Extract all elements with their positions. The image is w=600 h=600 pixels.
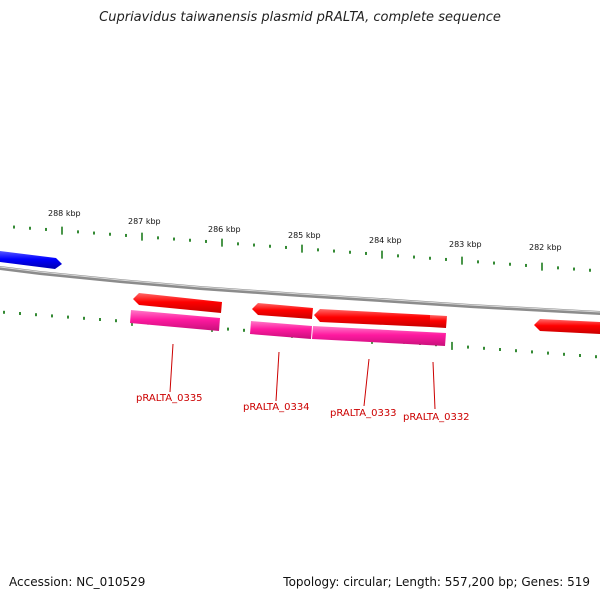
cds-arrow-0334[interactable] bbox=[252, 303, 313, 319]
scale-label-282: 282 kbp bbox=[529, 243, 562, 252]
scale-labels: 288 kbp 287 kbp 286 kbp 285 kbp 284 kbp … bbox=[48, 209, 562, 252]
gene-label-0334[interactable]: pRALTA_0334 bbox=[243, 402, 310, 413]
leader-0334 bbox=[275, 351, 280, 402]
scale-label-284: 284 kbp bbox=[369, 236, 402, 245]
map-title: Cupriavidus taiwanensis plasmid pRALTA, … bbox=[99, 10, 501, 25]
plasmid-backbone bbox=[0, 266, 600, 315]
scale-label-286: 286 kbp bbox=[208, 225, 241, 234]
accession-text: Accession: NC_010529 bbox=[9, 575, 146, 589]
gene-bar-0334[interactable] bbox=[250, 321, 312, 339]
cds-arrow-right-edge[interactable] bbox=[534, 319, 600, 334]
leader-0335 bbox=[169, 343, 174, 393]
outer-scale-track bbox=[13, 225, 591, 272]
summary-text: Topology: circular; Length: 557,200 bp; … bbox=[283, 575, 590, 589]
cds-arrow-0333[interactable] bbox=[314, 309, 430, 327]
leader-0333 bbox=[363, 358, 370, 407]
scale-label-288: 288 kbp bbox=[48, 209, 81, 218]
gene-bar-0335[interactable] bbox=[130, 310, 220, 331]
scale-label-285: 285 kbp bbox=[288, 231, 321, 240]
gene-label-0333[interactable]: pRALTA_0333 bbox=[330, 408, 397, 419]
plasmid-backbone-highlight bbox=[0, 266, 600, 313]
forward-cds-arrow[interactable] bbox=[0, 251, 62, 269]
leader-0332 bbox=[432, 361, 436, 410]
gene-label-0332[interactable]: pRALTA_0332 bbox=[403, 412, 470, 423]
gene-bar-0333[interactable] bbox=[312, 326, 446, 346]
cds-arrow-0332[interactable] bbox=[430, 315, 447, 328]
gene-label-0335[interactable]: pRALTA_0335 bbox=[136, 393, 203, 404]
label-leaders bbox=[169, 343, 436, 410]
cds-arrow-0335[interactable] bbox=[133, 293, 222, 313]
scale-label-283: 283 kbp bbox=[449, 240, 482, 249]
scale-label-287: 287 kbp bbox=[128, 217, 161, 226]
